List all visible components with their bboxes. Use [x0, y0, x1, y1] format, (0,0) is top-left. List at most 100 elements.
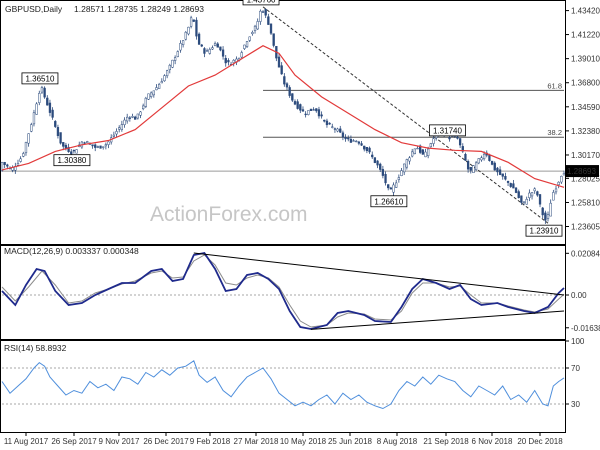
candle-body: [365, 146, 369, 152]
candle-body: [490, 160, 494, 165]
candle-body: [344, 137, 347, 140]
candle-body: [102, 146, 105, 148]
candle-body: [168, 64, 171, 70]
candle-body: [136, 113, 139, 119]
candle-body: [349, 138, 353, 143]
candle-body: [405, 159, 409, 168]
candle-body: [456, 136, 459, 139]
candle-body: [211, 47, 214, 50]
candle-body: [381, 169, 385, 176]
candle-body: [403, 163, 406, 173]
price-axis-tick-label: 1.32380: [571, 127, 600, 136]
candle-body: [387, 184, 390, 189]
candle-body: [522, 201, 526, 203]
candle-body: [139, 111, 142, 116]
price-axis-tick-label: 1.23605: [571, 223, 600, 232]
candle-body: [493, 162, 496, 171]
candle-body: [224, 57, 227, 64]
x-axis-tick-label: 8 Aug 2018: [377, 437, 418, 446]
candle-body: [243, 44, 246, 49]
candle-body: [24, 142, 28, 154]
candle-body: [272, 33, 275, 46]
candle-body: [277, 56, 281, 68]
price-label-box: [242, 0, 280, 6]
candle-body: [189, 17, 193, 27]
candle-body: [144, 97, 147, 107]
candle-body: [176, 51, 179, 57]
price-ohlc-readout: 1.28571 1.28735 1.28249 1.28693: [74, 4, 204, 14]
candle-body: [67, 146, 70, 153]
candle-body: [458, 138, 462, 146]
candle-body: [541, 207, 544, 216]
candle-body: [27, 133, 30, 144]
candle-body: [155, 87, 158, 91]
candle-body: [245, 41, 249, 47]
candle-body: [552, 192, 555, 201]
macd-axis-tick-label: -0.016389: [571, 324, 600, 333]
candle-body: [373, 157, 377, 163]
candle-body: [482, 153, 486, 160]
price-axis-tick-label: 1.36800: [571, 79, 600, 88]
watermark: ActionForex.com: [150, 203, 308, 226]
candle-body: [317, 109, 321, 117]
candle-body: [184, 31, 187, 40]
candle-body: [123, 119, 126, 125]
macd-line: [1, 252, 565, 330]
x-axis-tick-label: 10 May 2018: [280, 437, 327, 446]
x-axis-tick-label: 27 Mar 2018: [234, 437, 279, 446]
price-axis-tick-label: 1.25810: [571, 198, 600, 207]
candle-body: [325, 120, 329, 126]
candle-body: [323, 119, 326, 122]
price-chart-title: GBPUSD,Daily: [5, 4, 63, 14]
price-axis-tick-label: 1.28025: [571, 174, 600, 183]
candle-body: [51, 109, 54, 118]
candle-body: [267, 16, 270, 25]
candle-body: [171, 59, 174, 68]
candle-body: [395, 182, 398, 188]
candle-body: [411, 151, 414, 157]
fibonacci-level-label: 38.2: [547, 128, 562, 137]
candle-body: [301, 109, 305, 112]
candle-body: [181, 40, 185, 46]
candle-body: [54, 121, 57, 127]
candle-body: [213, 43, 217, 47]
x-axis-tick-label: 26 Sep 2017: [51, 437, 97, 446]
candle-body: [424, 151, 427, 158]
candle-body: [192, 19, 195, 22]
candle-body: [83, 142, 86, 144]
candle-body: [525, 199, 528, 205]
candle-body: [115, 131, 118, 135]
candle-body: [6, 164, 9, 167]
candle-body: [530, 192, 534, 197]
candle-body: [259, 10, 262, 22]
candle-body: [408, 157, 411, 162]
candle-body: [477, 158, 480, 164]
candle-body: [488, 154, 491, 161]
candle-body: [506, 180, 510, 183]
candle-body: [280, 65, 283, 75]
candle-body: [427, 148, 430, 157]
candle-body: [107, 141, 110, 145]
candle-body: [150, 92, 153, 97]
candle-body: [104, 144, 108, 147]
candle-body: [203, 48, 206, 54]
price-panel-frame: [0, 0, 566, 245]
price-axis-tick-label: 1.30170: [571, 151, 600, 160]
candle-body: [320, 114, 323, 117]
candle-body: [99, 145, 102, 149]
candle-body: [285, 83, 289, 88]
candle-body: [397, 177, 401, 180]
candle-body: [472, 165, 475, 174]
candle-body: [554, 188, 558, 193]
candle-body: [22, 153, 25, 157]
candle-body: [421, 149, 424, 155]
candle-body: [448, 137, 451, 140]
candle-body: [163, 75, 166, 82]
candle-body: [35, 103, 38, 115]
candle-body: [48, 102, 52, 113]
candle-body: [200, 44, 203, 47]
candle-body: [221, 49, 225, 57]
candle-body: [498, 169, 502, 175]
price-axis-tick-label: 1.34590: [571, 103, 600, 112]
candle-body: [94, 144, 97, 148]
